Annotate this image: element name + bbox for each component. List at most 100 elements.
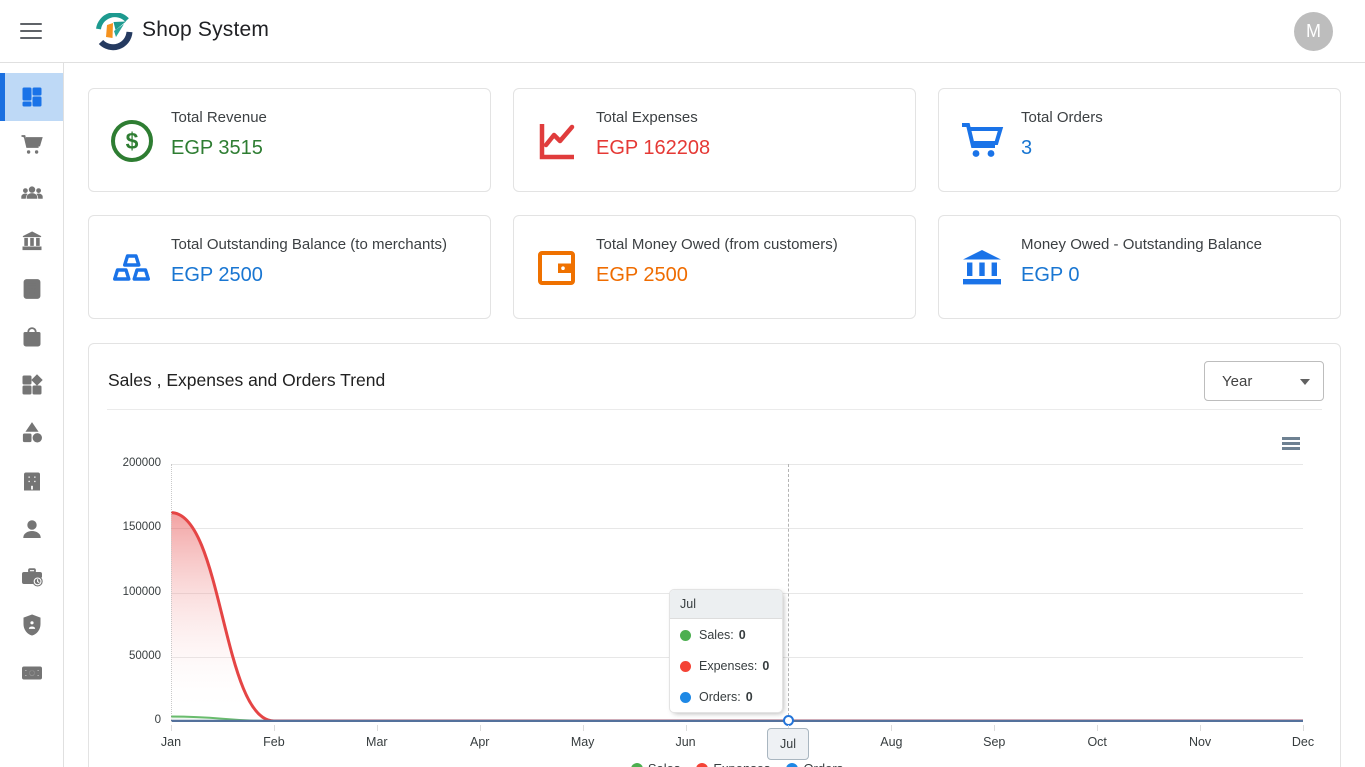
card-label: Total Revenue <box>171 109 267 126</box>
card-value: EGP 3515 <box>171 137 263 159</box>
company-building-icon <box>23 472 40 491</box>
crosshair-line <box>788 464 789 721</box>
card-value: EGP 162208 <box>596 137 711 159</box>
card-outstanding-balance: Total Outstanding Balance (to merchants)… <box>88 215 491 319</box>
bank-filled-icon <box>963 250 1001 285</box>
sidebar <box>0 63 64 767</box>
card-value: EGP 2500 <box>596 264 688 286</box>
x-axis-tick <box>273 725 275 731</box>
shopping-cart-icon <box>21 135 43 154</box>
sidebar-item-profile[interactable] <box>0 505 63 553</box>
x-axis-tick <box>1200 725 1202 731</box>
y-axis-tick-label: 200000 <box>122 457 161 469</box>
card-total-orders: Total Orders 3 <box>938 88 1341 192</box>
card-label: Total Expenses <box>596 109 698 126</box>
legend-item-sales[interactable]: Sales <box>630 761 680 767</box>
x-axis-tick <box>479 725 481 731</box>
chart-menu-icon[interactable] <box>1282 437 1300 453</box>
x-axis-tick <box>685 725 687 731</box>
legend-dot <box>786 762 799 767</box>
sidebar-item-products[interactable] <box>0 313 63 361</box>
gridline <box>171 464 1303 465</box>
sidebar-item-admin[interactable] <box>0 601 63 649</box>
card-total-revenue: $ Total Revenue EGP 3515 <box>88 88 491 192</box>
year-filter-select[interactable]: Year <box>1204 361 1324 401</box>
person-icon <box>22 520 41 538</box>
top-bar: Shop System M <box>0 0 1365 63</box>
gridline <box>171 528 1303 530</box>
card-value: EGP 2500 <box>171 264 263 286</box>
trend-chart-svg <box>171 511 1303 722</box>
x-axis-tick <box>376 725 378 731</box>
chart-line-icon <box>539 124 575 160</box>
card-label: Money Owed - Outstanding Balance <box>1021 236 1262 253</box>
x-axis-tick <box>1097 725 1099 731</box>
legend-item-expenses[interactable]: Expenses <box>696 761 770 767</box>
chart-tooltip: Jul Sales: 0 Expenses: 0 Orders: 0 <box>669 589 783 713</box>
x-axis-tick-label: Jun <box>675 735 696 749</box>
sidebar-item-categories[interactable] <box>0 409 63 457</box>
hamburger-menu-icon[interactable] <box>20 23 44 41</box>
dollar-circle-icon: $ <box>111 120 153 162</box>
card-total-expenses: Total Expenses EGP 162208 <box>513 88 916 192</box>
sidebar-item-bank[interactable] <box>0 217 63 265</box>
legend-item-orders[interactable]: Orders <box>786 761 843 767</box>
bank-icon <box>22 231 41 251</box>
tooltip-series-dot <box>680 660 691 672</box>
sidebar-item-accounting[interactable] <box>0 265 63 313</box>
shopping-bag-icon <box>23 327 40 347</box>
sidebar-item-payments[interactable] <box>0 649 63 697</box>
tooltip-row: Orders: 0 <box>670 681 782 712</box>
tooltip-series-label: Orders: <box>699 690 741 704</box>
stat-cards-row-2: Total Outstanding Balance (to merchants)… <box>88 215 1341 319</box>
sidebar-item-orders[interactable] <box>0 121 63 169</box>
sidebar-item-dashboard[interactable] <box>0 73 63 121</box>
payments-icon <box>21 666 42 680</box>
dashboard-customize-icon <box>22 374 43 395</box>
shop-system-logo <box>96 13 133 51</box>
tooltip-month: Jul <box>670 590 782 619</box>
x-axis-tick-label: Apr <box>469 735 490 749</box>
wallet-icon <box>538 251 575 285</box>
legend-dot <box>630 762 643 767</box>
divider <box>107 409 1322 410</box>
sidebar-item-customers[interactable] <box>0 169 63 217</box>
tooltip-series-dot <box>680 629 691 641</box>
card-value: EGP 0 <box>1021 264 1080 286</box>
card-label: Total Money Owed (from customers) <box>596 236 838 253</box>
card-value: 3 <box>1021 137 1033 159</box>
sidebar-item-customize[interactable] <box>0 361 63 409</box>
user-avatar[interactable]: M <box>1294 12 1333 51</box>
sidebar-item-merchants[interactable] <box>0 457 63 505</box>
card-owed-minus-outstanding: Money Owed - Outstanding Balance EGP 0 <box>938 215 1341 319</box>
x-axis-tick-label: Mar <box>366 735 388 749</box>
customers-group-icon <box>20 186 43 199</box>
tooltip-series-dot <box>680 691 691 703</box>
chart-legend: Sales Expenses Orders <box>171 761 1303 767</box>
card-money-owed: Total Money Owed (from customers) EGP 25… <box>513 215 916 319</box>
year-filter-value: Year <box>1222 372 1253 390</box>
sidebar-item-work-history[interactable] <box>0 553 63 601</box>
gold-bars-icon <box>113 254 150 281</box>
tooltip-series-value: 0 <box>745 690 753 704</box>
x-axis-tick <box>171 725 172 731</box>
x-axis-tick-label: May <box>570 735 595 749</box>
y-axis-tick-label: 100000 <box>122 585 161 598</box>
x-axis-tick <box>582 725 584 731</box>
shopping-cart-icon <box>962 123 1004 157</box>
legend-label: Expenses <box>713 761 770 767</box>
y-axis-tick-label: 0 <box>154 714 161 726</box>
y-axis-tick-label: 150000 <box>122 521 161 534</box>
x-axis-tick-label: Aug <box>880 735 903 749</box>
work-history-icon <box>21 568 43 587</box>
dashboard-icon <box>22 87 41 107</box>
legend-label: Orders <box>803 761 843 767</box>
trend-chart-card: Sales , Expenses and Orders Trend Year 2… <box>88 343 1341 767</box>
x-axis-tick-label: Sep <box>983 735 1006 749</box>
stat-cards-row-1: $ Total Revenue EGP 3515 Total Expenses … <box>88 88 1341 192</box>
x-axis-tick-label: Feb <box>263 735 285 749</box>
x-axis-tick-label: Oct <box>1087 735 1107 749</box>
chevron-down-icon <box>1300 379 1310 385</box>
tooltip-row: Sales: 0 <box>670 619 782 650</box>
chart-title: Sales , Expenses and Orders Trend <box>108 370 386 390</box>
